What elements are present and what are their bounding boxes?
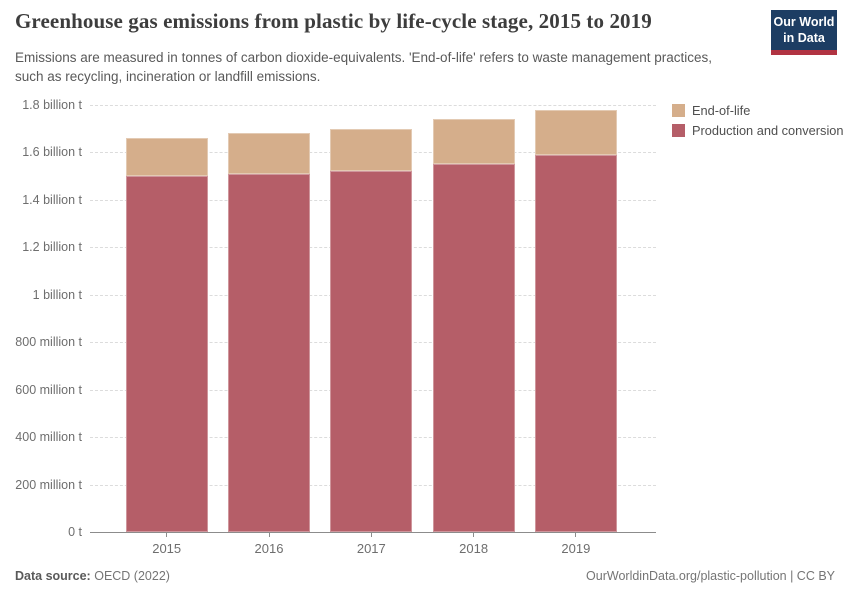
chart-subtitle: Emissions are measured in tonnes of carb… xyxy=(15,50,713,85)
x-axis-label: 2016 xyxy=(254,541,284,556)
y-axis-tick-label: 0 t xyxy=(68,525,82,539)
bar-segment-end-of-life-2017[interactable] xyxy=(330,128,413,172)
bar-segment-end-of-life-2015[interactable] xyxy=(125,138,208,177)
bar-segment-production-and-conversion-2016[interactable] xyxy=(228,173,310,532)
x-axis-tick xyxy=(575,532,577,537)
gridline xyxy=(90,105,656,106)
y-axis-tick-label: 800 million t xyxy=(15,335,82,350)
x-axis-tick xyxy=(268,532,270,537)
bar-segment-production-and-conversion-2018[interactable] xyxy=(432,164,515,532)
x-axis-label: 2018 xyxy=(459,541,489,556)
legend-item-label: End-of-life xyxy=(692,103,751,118)
x-axis-label: 2019 xyxy=(561,541,591,556)
bar-segment-end-of-life-2019[interactable] xyxy=(534,109,617,155)
data-source-value: OECD (2022) xyxy=(94,569,170,583)
x-axis-tick xyxy=(166,532,168,537)
x-axis-tick xyxy=(473,532,475,537)
y-axis-tick-label: 200 million t xyxy=(15,477,82,492)
owid-logo-line2: in Data xyxy=(783,30,825,45)
plot-area: 2015 2016 2017 2018 2019 xyxy=(90,105,656,556)
bar-segment-end-of-life-2016[interactable] xyxy=(228,133,310,174)
legend-item-production-and-conversion[interactable]: Production and conversion xyxy=(672,123,844,138)
owid-logo-line1: Our World xyxy=(773,15,835,29)
bar-segment-production-and-conversion-2019[interactable] xyxy=(534,154,617,532)
bar-segment-production-and-conversion-2015[interactable] xyxy=(125,176,208,532)
legend-swatch xyxy=(672,104,685,117)
legend-item-end-of-life[interactable]: End-of-life xyxy=(672,103,844,118)
y-axis-tick-label: 1.8 billion t xyxy=(22,98,82,112)
legend: End-of-life Production and conversion xyxy=(672,103,844,143)
data-source-label: Data source: xyxy=(15,569,91,583)
chart-title: Greenhouse gas emissions from plastic by… xyxy=(15,9,652,33)
y-axis-tick-label: 1.2 billion t xyxy=(22,240,82,255)
owid-logo[interactable]: Our World in Data xyxy=(771,10,837,56)
source-link[interactable]: OurWorldinData.org/plastic-pollution | C… xyxy=(586,569,835,583)
y-axis-tick-label: 1 billion t xyxy=(32,287,82,302)
legend-item-label: Production and conversion xyxy=(692,123,844,138)
y-axis-tick-label: 400 million t xyxy=(15,430,82,445)
x-axis-baseline xyxy=(90,532,656,533)
data-source: Data source: OECD (2022) xyxy=(15,569,170,583)
x-axis-label: 2017 xyxy=(356,541,386,556)
y-axis-tick-label: 1.6 billion t xyxy=(22,145,82,160)
x-axis-label: 2015 xyxy=(152,541,182,556)
y-axis-tick-label: 1.4 billion t xyxy=(22,192,82,207)
y-axis-tick-label: 600 million t xyxy=(15,382,82,397)
x-axis-tick xyxy=(370,532,372,537)
bar-segment-production-and-conversion-2017[interactable] xyxy=(330,171,413,532)
legend-swatch xyxy=(672,124,685,137)
bar-segment-end-of-life-2018[interactable] xyxy=(432,119,515,165)
